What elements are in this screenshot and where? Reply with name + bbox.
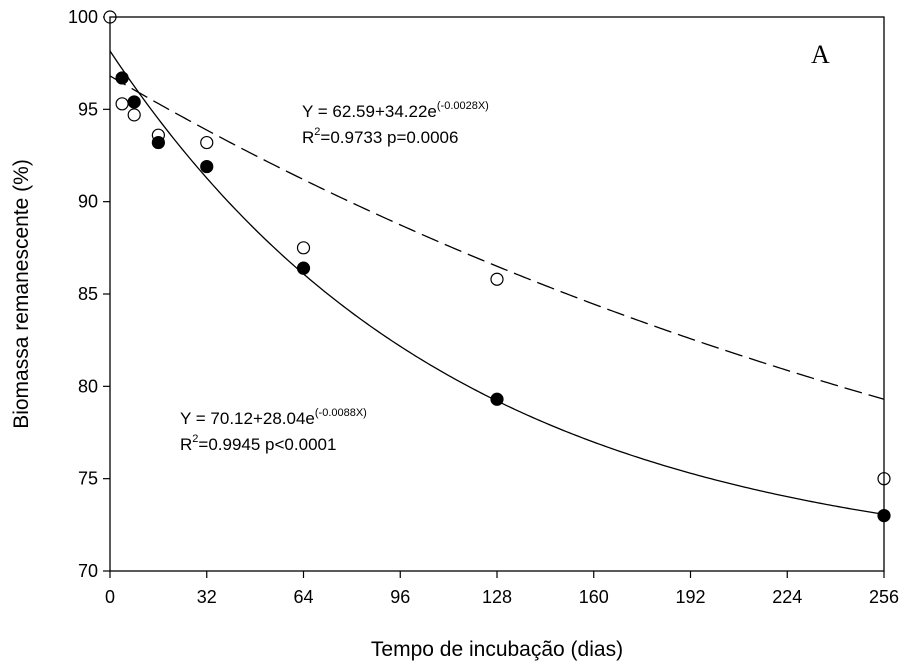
x-tick-label: 128 xyxy=(482,587,512,607)
y-tick-label: 95 xyxy=(78,99,98,119)
x-tick-label: 32 xyxy=(197,587,217,607)
data-point-open xyxy=(127,108,141,122)
y-tick-label: 80 xyxy=(78,376,98,396)
x-tick-label: 160 xyxy=(579,587,609,607)
y-tick-label: 85 xyxy=(78,284,98,304)
data-point-filled xyxy=(200,159,214,174)
x-tick-label: 256 xyxy=(869,587,899,607)
data-point-filled xyxy=(490,392,504,406)
x-axis-title: Tempo de incubação (dias) xyxy=(371,638,623,661)
axis-ticks: 0 32 64 96 128 160 192 224 256 70 75 80 85 90 95 100 xyxy=(68,7,899,607)
x-tick-label: 96 xyxy=(390,587,410,607)
plot-frame xyxy=(109,16,885,572)
x-tick-label: 224 xyxy=(772,587,802,607)
y-axis-title: Biomassa remanescente (%) xyxy=(10,159,33,429)
data-point-filled xyxy=(151,135,165,150)
data-point-filled xyxy=(296,261,311,275)
x-tick-label: 64 xyxy=(293,587,313,607)
y-tick-label: 75 xyxy=(78,469,98,489)
data-point-open xyxy=(296,241,311,255)
r2-dashed-fit: R2=0.9733 p=0.0006 xyxy=(302,126,458,147)
data-point-open xyxy=(490,272,504,286)
x-tick-label: 0 xyxy=(105,587,115,607)
equation-solid-fit: Y = 70.12+28.04e(-0.0088X) xyxy=(180,407,367,428)
equation-dashed-fit: Y = 62.59+34.22e(-0.0028X) xyxy=(302,100,489,121)
data-point-open xyxy=(115,97,129,111)
data-point-filled xyxy=(127,95,141,109)
fit-curve-dashed xyxy=(109,75,885,400)
x-tick-label: 192 xyxy=(675,587,705,607)
y-tick-label: 90 xyxy=(78,192,98,212)
panel-letter: A xyxy=(811,40,830,69)
r2-solid-fit: R2=0.9945 p<0.0001 xyxy=(180,433,336,454)
data-point-open xyxy=(200,135,214,150)
data-point-filled xyxy=(115,71,129,85)
y-tick-label: 100 xyxy=(68,7,98,27)
y-tick-label: 70 xyxy=(78,561,98,581)
